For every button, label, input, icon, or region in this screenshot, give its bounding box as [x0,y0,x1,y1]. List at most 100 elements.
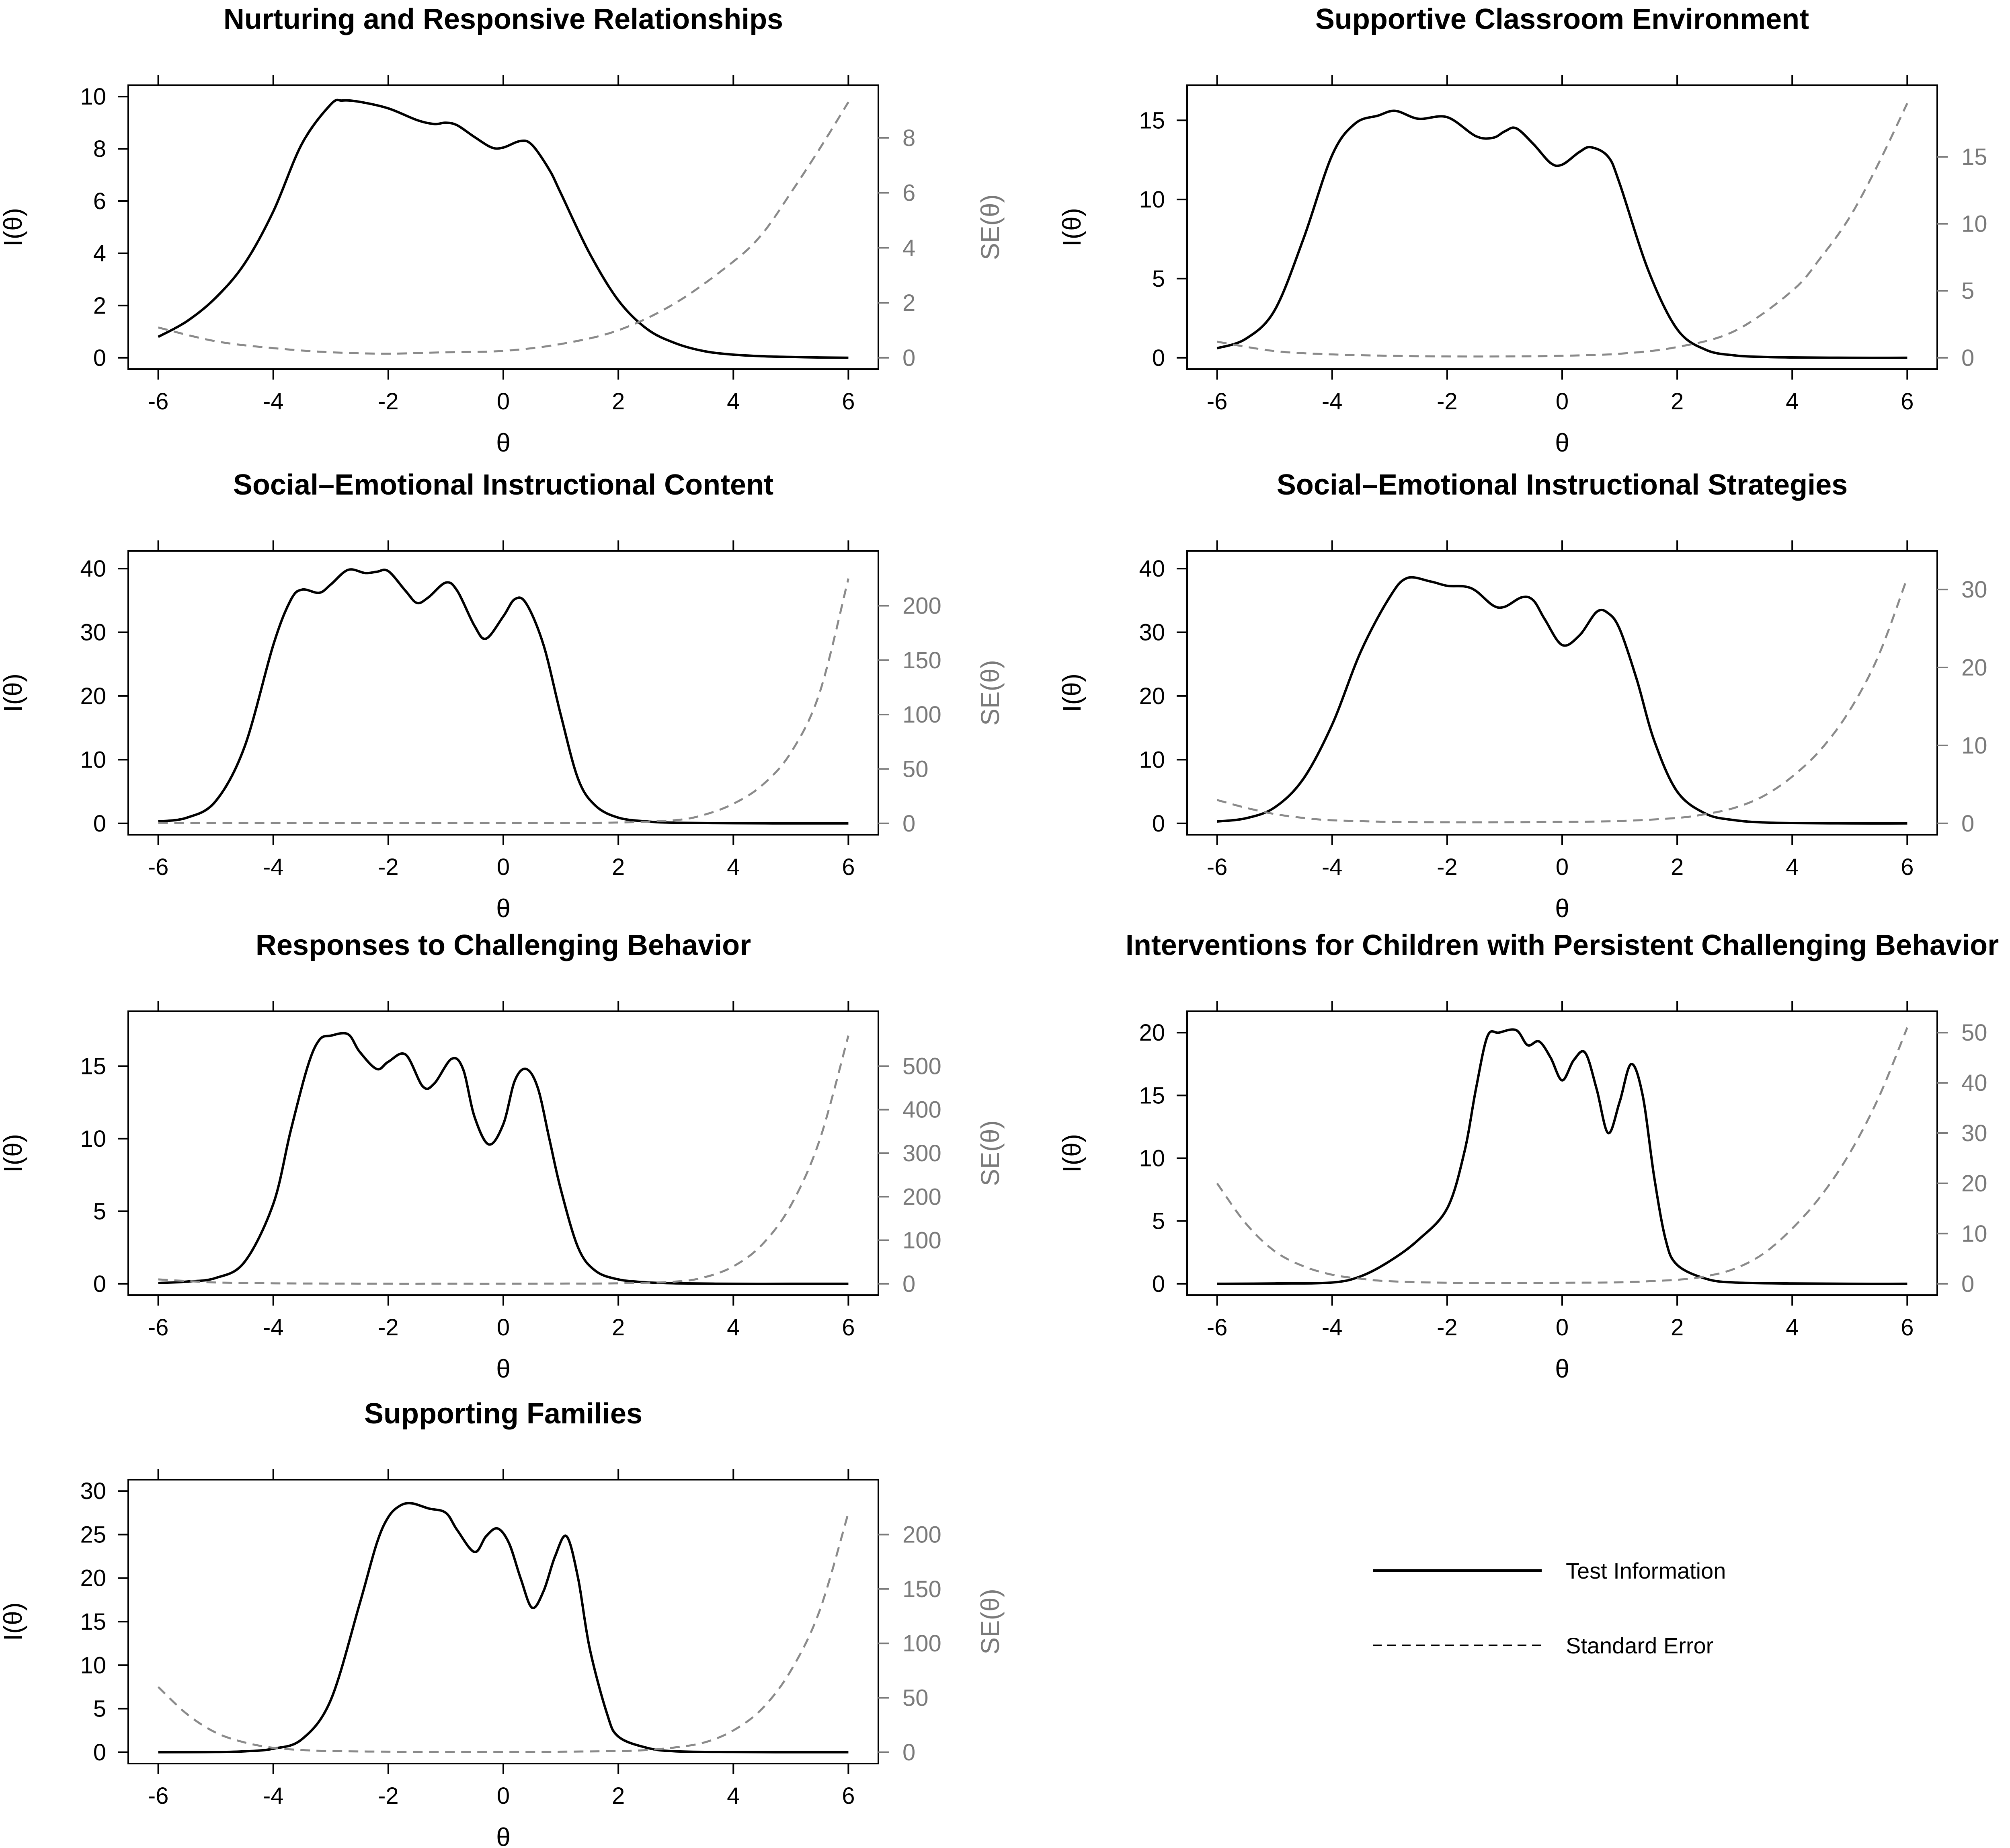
legend-label: Standard Error [1566,1633,1713,1658]
y-tick-label: 5 [1152,1208,1165,1234]
y-tick-label: 30 [1139,620,1165,646]
y-tick-label: 10 [1139,187,1165,213]
y2-tick-label: 50 [1961,1020,1987,1046]
x-tick-label: -2 [378,1783,399,1809]
x-tick-label: -2 [378,1314,399,1341]
y2-tick-label: 100 [902,1630,941,1657]
chart-title: Social–Emotional Instructional Content [233,469,773,501]
y2-tick-label: 15 [1961,144,1987,170]
y2-tick-label: 30 [1961,1120,1987,1146]
x-tick-label: 4 [1786,854,1799,880]
y2-tick-label: 6 [902,180,915,206]
series-line-standard-error [158,101,849,355]
y-tick-label: 6 [93,188,106,214]
x-tick-label: 0 [1556,1314,1569,1341]
x-axis-label: θ [1555,894,1569,923]
x-tick-label: -2 [378,388,399,415]
x-tick-label: -6 [1207,854,1228,880]
y2-tick-label: 0 [1961,1271,1974,1297]
y-tick-label: 5 [93,1696,106,1722]
x-tick-label: 0 [1556,854,1569,880]
x-tick-label: -6 [148,854,169,880]
series-line-standard-error [1216,577,1908,823]
y2-tick-label: 200 [902,593,941,619]
y-tick-label: 15 [1139,1082,1165,1109]
y-axis-label: I(θ) [1057,673,1086,712]
chart-panel-responses-to-challenging-behavior: Responses to Challenging Behavior -6 -4 -2 0… [0,929,1005,1383]
y-tick-label: 20 [1139,1020,1165,1046]
x-tick-label: -4 [263,1314,284,1341]
y2-tick-label: 10 [1961,1221,1987,1247]
y-tick-label: 20 [80,683,106,709]
plot-frame [1186,84,1938,370]
y-tick-label: 0 [1152,811,1165,837]
x-tick-label: 4 [727,1314,740,1341]
y2-tick-label: 0 [902,1739,915,1766]
y-tick-label: 8 [93,136,106,162]
x-tick-label: 0 [497,388,510,415]
series-line-test-information [1217,1028,1907,1285]
plot-frame [127,550,879,836]
x-tick-label: 2 [612,1783,625,1809]
y2-axis-label: SE(θ) [976,1120,1005,1186]
x-tick-label: -4 [263,388,284,415]
x-tick-label: 0 [1556,388,1569,415]
x-tick-label: 0 [497,854,510,880]
x-tick-label: 2 [1671,388,1684,415]
y2-tick-label: 100 [902,1228,941,1254]
y-tick-label: 30 [80,620,106,646]
x-axis-label: θ [496,1823,511,1846]
x-axis-label: θ [1555,1354,1569,1383]
x-tick-label: -6 [1207,388,1228,415]
x-tick-label: 6 [1901,388,1914,415]
chart-title: Supporting Families [364,1398,642,1430]
y-axis-label: I(θ) [0,208,27,246]
chart-panel-social-emotional-instructional-content: Social–Emotional Instructional Content -6… [0,469,1005,923]
y2-tick-label: 150 [902,1576,941,1602]
y-tick-label: 10 [80,747,106,773]
y2-tick-label: 0 [1961,811,1974,837]
y2-tick-label: 150 [902,647,941,673]
y-tick-label: 15 [80,1609,106,1635]
y2-tick-label: 5 [1961,278,1974,304]
y-tick-label: 15 [80,1053,106,1079]
y-tick-label: 0 [93,345,106,371]
y-tick-label: 15 [1139,107,1165,133]
x-tick-label: 2 [612,388,625,415]
y-tick-label: 30 [80,1478,106,1504]
plot-frame [1186,1010,1938,1296]
x-tick-label: 2 [1671,1314,1684,1341]
chart-title: Nurturing and Responsive Relationships [224,3,783,35]
y2-tick-label: 300 [902,1140,941,1166]
y-axis-label: I(θ) [1057,208,1086,246]
x-tick-label: -6 [148,1314,169,1341]
x-tick-label: 6 [842,1783,855,1809]
x-tick-label: -4 [1322,1314,1343,1341]
y-axis-label: I(θ) [0,1602,27,1641]
y2-tick-label: 100 [902,702,941,728]
x-tick-label: 4 [1786,1314,1799,1341]
x-tick-label: 6 [1901,1314,1914,1341]
y-tick-label: 0 [1152,345,1165,371]
y2-tick-label: 400 [902,1097,941,1123]
x-tick-label: 6 [842,854,855,880]
y-tick-label: 20 [80,1565,106,1591]
series-line-standard-error [1217,103,1908,358]
plot-frame [127,1010,879,1296]
x-axis-label: θ [496,894,511,923]
plot-frame [127,84,879,370]
y-tick-label: 10 [80,1652,106,1678]
plot-frame [1186,550,1938,836]
x-tick-label: -4 [1322,388,1343,415]
legend: Test Information Standard Error [1373,1558,1726,1658]
y-axis-label: I(θ) [0,1134,27,1172]
x-tick-label: -4 [263,1783,284,1809]
y2-tick-label: 0 [1961,345,1974,371]
x-tick-label: -6 [1207,1314,1228,1341]
y2-axis-label: SE(θ) [976,194,1005,260]
y2-tick-label: 20 [1961,655,1987,681]
x-tick-label: 0 [497,1783,510,1809]
x-tick-label: -2 [1437,388,1458,415]
